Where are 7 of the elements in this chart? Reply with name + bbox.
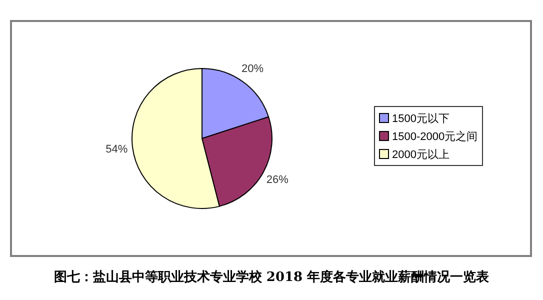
- data-label: 20%: [242, 62, 264, 75]
- legend-label: 2000元以上: [392, 148, 450, 162]
- text: 图七：盐山县中等职业技术专业学校 2018 年度各专业就业薪酬情况一览表: [52, 268, 490, 286]
- legend-label: 1500元以下: [392, 112, 450, 126]
- legend-label: 1500-2000元之间: [392, 130, 478, 144]
- data-label: 54%: [106, 143, 128, 156]
- data-label: 26%: [266, 174, 289, 186]
